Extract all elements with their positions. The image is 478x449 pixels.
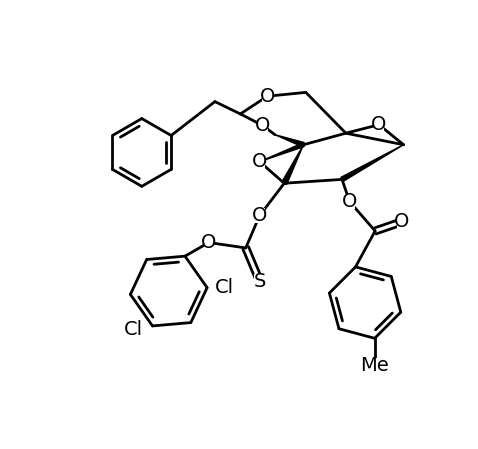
Bar xyxy=(262,89,272,104)
Bar xyxy=(254,154,265,169)
Text: O: O xyxy=(252,206,267,225)
Bar xyxy=(216,280,233,295)
Polygon shape xyxy=(341,145,403,181)
Text: O: O xyxy=(260,87,275,106)
Text: Me: Me xyxy=(360,356,389,375)
Bar xyxy=(125,322,142,337)
Bar xyxy=(254,274,265,288)
Bar xyxy=(258,118,268,133)
Text: O: O xyxy=(201,233,217,252)
Bar xyxy=(374,117,384,132)
Text: Cl: Cl xyxy=(215,278,234,297)
Bar xyxy=(345,194,355,209)
Bar xyxy=(254,208,265,223)
Text: O: O xyxy=(371,115,387,134)
Polygon shape xyxy=(282,145,304,185)
Text: O: O xyxy=(342,192,358,211)
Bar xyxy=(397,214,407,229)
Polygon shape xyxy=(260,143,304,162)
Text: S: S xyxy=(253,272,266,291)
Bar xyxy=(366,358,383,373)
Polygon shape xyxy=(275,135,304,147)
Text: O: O xyxy=(394,212,410,231)
Text: O: O xyxy=(252,152,267,171)
Text: Cl: Cl xyxy=(124,320,143,339)
Text: O: O xyxy=(255,116,271,135)
Bar xyxy=(204,235,214,250)
